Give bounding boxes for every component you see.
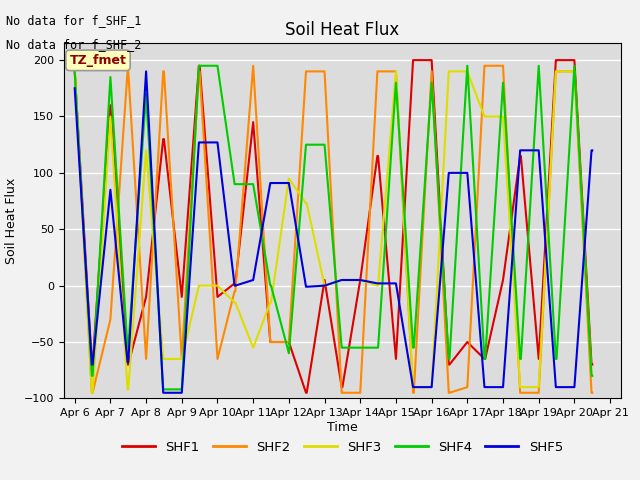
X-axis label: Time: Time <box>327 421 358 434</box>
Legend: SHF1, SHF2, SHF3, SHF4, SHF5: SHF1, SHF2, SHF3, SHF4, SHF5 <box>116 436 568 459</box>
Title: Soil Heat Flux: Soil Heat Flux <box>285 21 399 39</box>
Y-axis label: Soil Heat Flux: Soil Heat Flux <box>5 178 19 264</box>
Text: No data for f_SHF_1: No data for f_SHF_1 <box>6 14 142 27</box>
Text: No data for f_SHF_2: No data for f_SHF_2 <box>6 38 142 51</box>
Text: TZ_fmet: TZ_fmet <box>70 54 127 67</box>
